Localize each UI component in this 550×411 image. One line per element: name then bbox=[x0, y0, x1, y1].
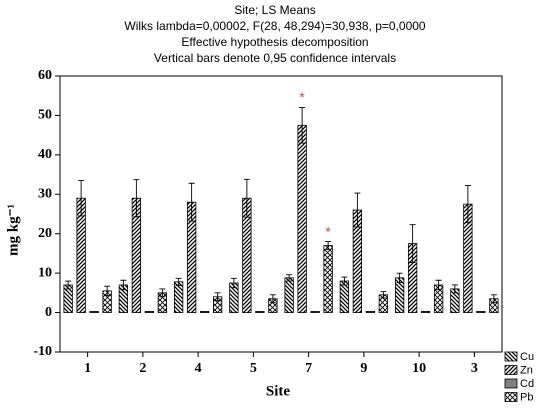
plot-frame bbox=[59, 75, 503, 353]
bar bbox=[339, 280, 350, 313]
y-tick-label: 50 bbox=[38, 108, 52, 123]
x-tick-label: 7 bbox=[305, 361, 312, 376]
x-tick-label: 4 bbox=[195, 361, 202, 376]
legend-swatch bbox=[504, 351, 518, 362]
bar bbox=[476, 310, 486, 313]
error-bar bbox=[104, 285, 111, 297]
error-bar bbox=[451, 284, 458, 294]
bar bbox=[297, 124, 307, 313]
error-bar bbox=[133, 179, 140, 218]
chart-subtitle: Wilks lambda=0,00002, F(28, 48,294)=30,9… bbox=[124, 19, 426, 33]
y-tick-label: 30 bbox=[38, 187, 52, 202]
error-bar bbox=[269, 294, 276, 304]
error-bar bbox=[435, 279, 442, 291]
error-bar bbox=[65, 280, 72, 290]
legend-label: Pb bbox=[520, 391, 533, 403]
error-bar bbox=[299, 107, 306, 144]
x-tick-label: 2 bbox=[139, 361, 146, 376]
x-tick-label: 10 bbox=[412, 361, 426, 376]
error-bar bbox=[409, 224, 416, 263]
bar bbox=[255, 310, 265, 313]
error-bar bbox=[325, 241, 332, 250]
error-bar bbox=[464, 185, 471, 224]
error-bar bbox=[396, 272, 403, 284]
bar bbox=[173, 281, 184, 313]
x-tick-label: 3 bbox=[471, 361, 478, 376]
error-bar bbox=[78, 180, 85, 217]
error-bar bbox=[214, 292, 221, 302]
bar bbox=[394, 277, 405, 313]
legend-label: Cu bbox=[520, 351, 534, 363]
error-bar bbox=[341, 276, 348, 286]
legend-swatch bbox=[504, 392, 518, 402]
y-tick-label: 10 bbox=[38, 265, 52, 280]
bar bbox=[89, 310, 99, 313]
bar bbox=[323, 245, 333, 313]
bar bbox=[310, 310, 320, 313]
legend-swatch bbox=[504, 378, 518, 389]
y-axis-label: mg kg⁻¹ bbox=[5, 204, 21, 256]
annotation: * bbox=[299, 89, 305, 105]
x-axis-label: Site bbox=[266, 383, 291, 399]
error-bar bbox=[286, 274, 293, 282]
bar bbox=[365, 310, 376, 313]
legend-label: Zn bbox=[520, 364, 533, 376]
chart-title: Site; LS Means bbox=[234, 3, 315, 17]
bar bbox=[420, 310, 431, 313]
y-tick-label: 40 bbox=[38, 147, 52, 162]
error-bar bbox=[230, 277, 237, 289]
legend-label: Cd bbox=[520, 378, 534, 390]
x-tick-label: 5 bbox=[250, 361, 257, 376]
error-bar bbox=[354, 192, 361, 228]
error-bar bbox=[159, 288, 166, 298]
bar bbox=[199, 310, 210, 313]
error-bar bbox=[120, 279, 127, 291]
annotation: * bbox=[325, 223, 331, 239]
bar bbox=[284, 277, 294, 313]
chart-subtitle: Vertical bars denote 0,95 confidence int… bbox=[154, 51, 396, 65]
legend-swatch bbox=[504, 365, 518, 375]
error-bar bbox=[243, 178, 250, 218]
x-tick-label: 9 bbox=[360, 361, 367, 376]
y-tick-label: 20 bbox=[38, 226, 52, 241]
x-tick-label: 1 bbox=[84, 361, 91, 376]
error-bar bbox=[380, 291, 387, 299]
error-bar bbox=[490, 294, 497, 304]
error-bar bbox=[188, 182, 195, 222]
error-bar bbox=[175, 277, 182, 286]
y-tick-label: -10 bbox=[33, 344, 52, 359]
bar bbox=[144, 310, 155, 313]
y-tick-label: 0 bbox=[45, 305, 52, 320]
chart-subtitle: Effective hypothesis decomposition bbox=[181, 35, 368, 49]
y-tick-label: 60 bbox=[38, 68, 52, 83]
